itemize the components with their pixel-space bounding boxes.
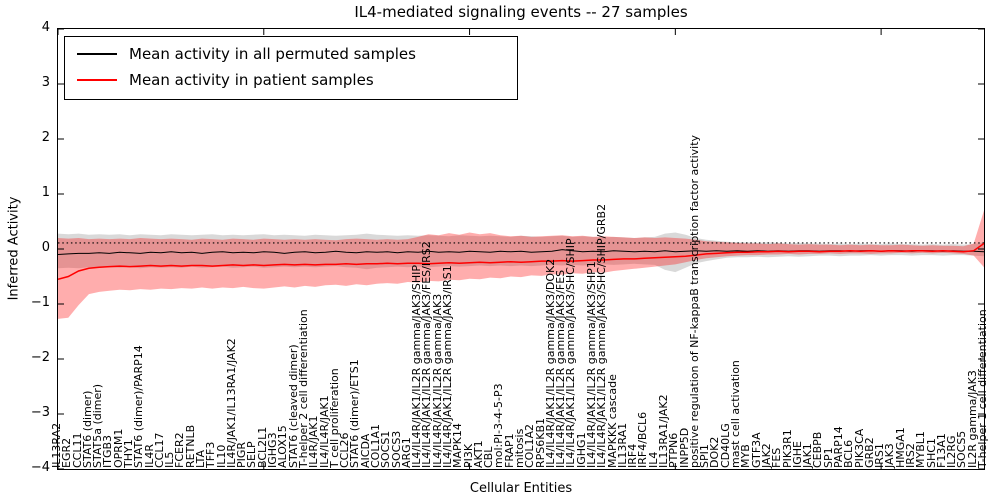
permuted-band (58, 232, 984, 273)
y-tick-label: 0 (41, 240, 50, 255)
legend-item-patient: Mean activity in patient samples (65, 67, 517, 93)
x-category-label: T-helper 1 cell differentiation (976, 309, 989, 468)
y-tick-label: −1 (30, 295, 50, 310)
patient-line-swatch (77, 79, 117, 81)
x-category-label: positive regulation of NF-kappaB transcr… (687, 134, 701, 468)
y-tick-label: −2 (30, 350, 50, 365)
plot-svg (58, 29, 984, 469)
patient-band (58, 210, 984, 319)
y-tick-label: 4 (41, 20, 50, 35)
plot-area (57, 28, 985, 470)
y-tick-label: −3 (30, 405, 50, 420)
permuted-line-swatch (77, 53, 117, 55)
y-tick-label: 1 (41, 185, 50, 200)
legend-label-patient: Mean activity in patient samples (129, 71, 374, 89)
patient-mean-line (58, 242, 984, 281)
x-axis-label: Cellular Entities (469, 481, 573, 496)
y-tick-label: −4 (30, 460, 50, 475)
y-tick-label: 2 (41, 130, 50, 145)
y-tick-label: 3 (41, 75, 50, 90)
chart-title: IL4-mediated signaling events -- 27 samp… (354, 3, 688, 21)
legend: Mean activity in all permuted samples Me… (64, 36, 518, 100)
legend-item-permuted: Mean activity in all permuted samples (65, 41, 517, 67)
legend-label-permuted: Mean activity in all permuted samples (129, 45, 416, 63)
